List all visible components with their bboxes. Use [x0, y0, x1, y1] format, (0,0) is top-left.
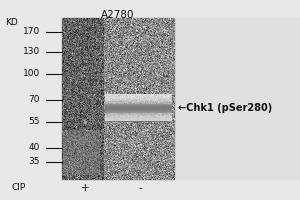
Bar — [175, 18, 300, 180]
Text: 40: 40 — [28, 144, 40, 152]
Text: 55: 55 — [28, 117, 40, 127]
Text: 170: 170 — [23, 27, 40, 36]
Bar — [107, 116, 170, 121]
Bar — [62, 18, 175, 180]
Text: KD: KD — [5, 18, 18, 27]
Text: CIP: CIP — [12, 184, 26, 192]
Text: 35: 35 — [28, 158, 40, 166]
Bar — [105, 104, 172, 112]
Text: +: + — [81, 183, 89, 193]
Text: 70: 70 — [28, 96, 40, 104]
Text: 100: 100 — [23, 70, 40, 78]
Text: A2780: A2780 — [101, 10, 135, 20]
Bar — [63, 130, 100, 175]
Text: -: - — [138, 183, 142, 193]
Text: 130: 130 — [23, 47, 40, 56]
Text: ←Chk1 (pSer280): ←Chk1 (pSer280) — [178, 103, 272, 113]
